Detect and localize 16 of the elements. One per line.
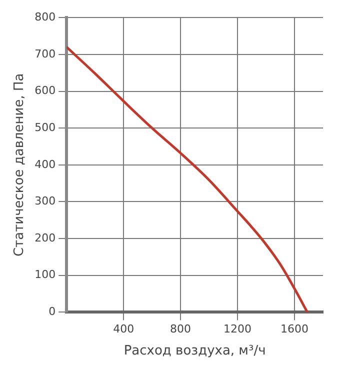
x-tick-label: 800 <box>170 322 192 336</box>
y-tick-label: 100 <box>34 268 56 282</box>
y-tick-label: 800 <box>34 10 56 24</box>
y-tick-label: 500 <box>34 120 56 134</box>
y-tick-label: 700 <box>34 47 56 60</box>
y-tick-label: 600 <box>34 84 56 98</box>
y-tick-label: 300 <box>34 194 56 208</box>
y-tick-label: 0 <box>48 305 56 318</box>
y-axis-title: Статическое давление, Па <box>12 73 28 257</box>
y-tick-label: 400 <box>34 158 56 171</box>
line-series <box>66 46 309 312</box>
x-axis-title: Расход воздуха, м³/ч <box>124 344 266 359</box>
y-tick-label: 200 <box>34 231 56 244</box>
x-tick-label: 400 <box>113 322 134 336</box>
x-tick-label: 1200 <box>224 322 252 336</box>
x-tick-label: 1600 <box>280 322 309 336</box>
